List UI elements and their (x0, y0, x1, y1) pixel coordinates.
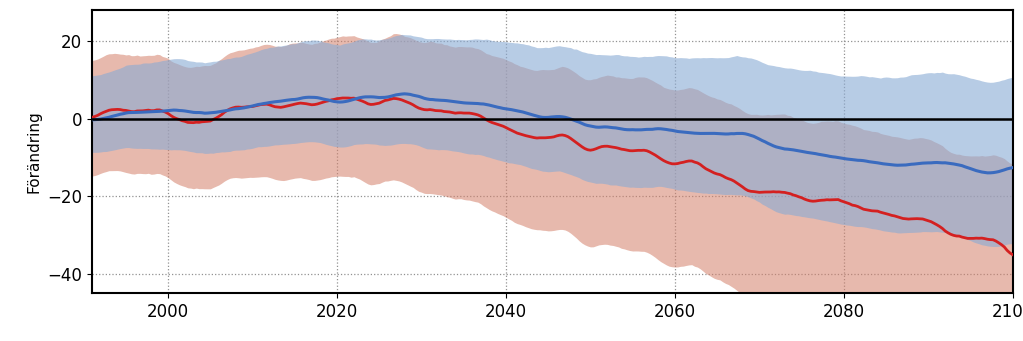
Y-axis label: Förändring: Förändring (27, 110, 42, 193)
